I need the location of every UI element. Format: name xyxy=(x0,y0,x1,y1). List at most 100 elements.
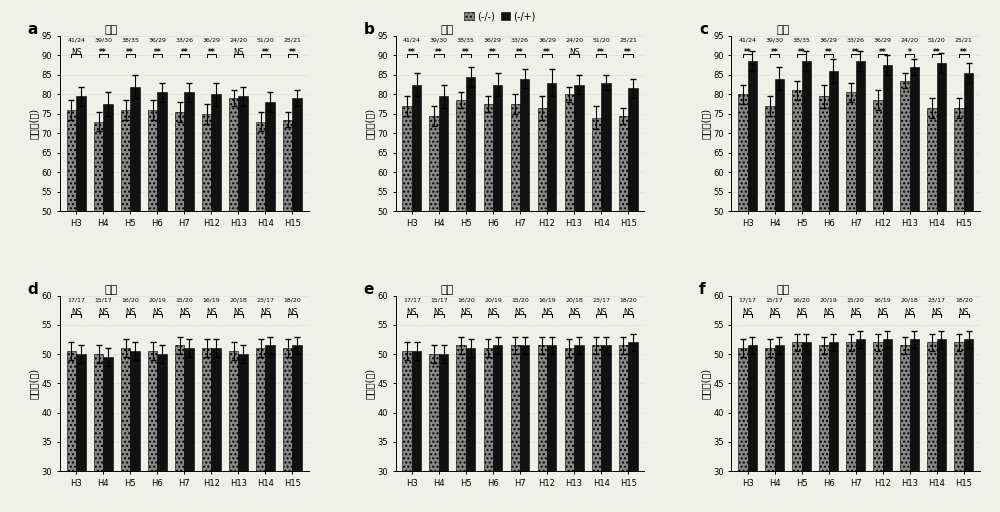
Bar xyxy=(292,345,302,512)
Bar xyxy=(76,354,86,512)
Bar xyxy=(493,84,502,407)
Text: 北京: 北京 xyxy=(776,25,789,35)
Bar xyxy=(738,94,748,407)
Bar xyxy=(954,108,964,407)
Bar xyxy=(202,348,211,512)
Text: 38/35: 38/35 xyxy=(793,37,811,42)
Text: **: ** xyxy=(933,48,941,57)
Bar xyxy=(547,345,556,512)
Text: 33/26: 33/26 xyxy=(175,37,193,42)
Text: 41/24: 41/24 xyxy=(403,37,421,42)
Bar xyxy=(511,104,520,407)
Bar xyxy=(94,354,103,512)
Bar xyxy=(619,345,628,512)
Text: NS: NS xyxy=(959,308,969,317)
Text: 36/29: 36/29 xyxy=(820,37,838,42)
Text: **: ** xyxy=(771,48,778,57)
Text: 38/35: 38/35 xyxy=(121,37,139,42)
Text: 39/30: 39/30 xyxy=(94,37,112,42)
Text: **: ** xyxy=(126,48,134,57)
Bar xyxy=(265,102,275,407)
Bar xyxy=(402,106,412,407)
Bar xyxy=(738,348,748,512)
Bar xyxy=(910,339,919,512)
Bar xyxy=(628,343,638,512)
Bar xyxy=(574,84,584,407)
Text: 15/17: 15/17 xyxy=(430,297,448,302)
Text: NS: NS xyxy=(569,308,579,317)
Y-axis label: 吐丝期(天): 吐丝期(天) xyxy=(700,108,710,139)
Text: 16/19: 16/19 xyxy=(874,297,892,302)
Text: 20/18: 20/18 xyxy=(565,297,583,302)
Text: 20/19: 20/19 xyxy=(484,297,502,302)
Text: 北京: 北京 xyxy=(105,25,118,35)
Bar xyxy=(927,343,937,512)
Bar xyxy=(565,94,574,407)
Text: NS: NS xyxy=(596,308,606,317)
Text: 20/18: 20/18 xyxy=(901,297,919,302)
Bar xyxy=(873,100,883,407)
Text: **: ** xyxy=(879,48,887,57)
Text: **: ** xyxy=(262,48,269,57)
Text: 15/20: 15/20 xyxy=(511,297,529,302)
Text: 16/19: 16/19 xyxy=(202,297,220,302)
Text: NS: NS xyxy=(515,308,525,317)
Text: 36/29: 36/29 xyxy=(202,37,220,42)
Bar xyxy=(466,348,475,512)
Text: **: ** xyxy=(852,48,860,57)
Bar xyxy=(456,345,466,512)
Text: 33/26: 33/26 xyxy=(511,37,529,42)
Text: 海南: 海南 xyxy=(776,285,789,295)
Text: NS: NS xyxy=(850,308,861,317)
Text: **: ** xyxy=(180,48,188,57)
Y-axis label: 抽雄期(天): 抽雄期(天) xyxy=(29,108,39,139)
Text: NS: NS xyxy=(71,308,81,317)
Bar xyxy=(592,118,601,407)
Text: 24/20: 24/20 xyxy=(565,37,583,42)
Text: NS: NS xyxy=(823,308,834,317)
Text: 39/30: 39/30 xyxy=(766,37,784,42)
Text: b: b xyxy=(363,22,374,37)
Text: 39/30: 39/30 xyxy=(430,37,448,42)
Bar xyxy=(130,87,140,407)
Bar xyxy=(148,351,157,512)
Text: 23/17: 23/17 xyxy=(256,297,274,302)
Text: 18/20: 18/20 xyxy=(619,297,637,302)
Text: d: d xyxy=(28,282,38,296)
Text: **: ** xyxy=(624,48,632,57)
Text: 23/17: 23/17 xyxy=(592,297,610,302)
Bar xyxy=(94,122,103,407)
Bar xyxy=(937,63,946,407)
Text: 15/20: 15/20 xyxy=(847,297,865,302)
Bar xyxy=(592,345,601,512)
Bar xyxy=(175,345,184,512)
Text: NS: NS xyxy=(904,308,915,317)
Text: NS: NS xyxy=(179,308,190,317)
Bar xyxy=(184,348,194,512)
Bar xyxy=(538,108,547,407)
Bar xyxy=(211,94,221,407)
Text: **: ** xyxy=(744,48,751,57)
Text: **: ** xyxy=(289,48,296,57)
Text: 17/17: 17/17 xyxy=(403,297,421,302)
Text: 海南: 海南 xyxy=(105,285,118,295)
Bar xyxy=(148,110,157,407)
Bar xyxy=(229,98,238,407)
Bar xyxy=(130,351,140,512)
Text: NS: NS xyxy=(287,308,298,317)
Bar xyxy=(229,351,238,512)
Bar xyxy=(765,348,775,512)
Bar xyxy=(954,343,964,512)
Text: a: a xyxy=(28,22,38,37)
Text: NS: NS xyxy=(125,308,136,317)
Text: **: ** xyxy=(408,48,416,57)
Text: 16/20: 16/20 xyxy=(793,297,810,302)
Text: **: ** xyxy=(825,48,833,57)
Y-axis label: 抽雄期(天): 抽雄期(天) xyxy=(29,368,39,399)
Bar xyxy=(856,61,865,407)
Bar xyxy=(846,343,856,512)
Bar xyxy=(121,348,130,512)
Bar xyxy=(547,82,556,407)
Bar xyxy=(484,348,493,512)
Bar xyxy=(964,73,973,407)
